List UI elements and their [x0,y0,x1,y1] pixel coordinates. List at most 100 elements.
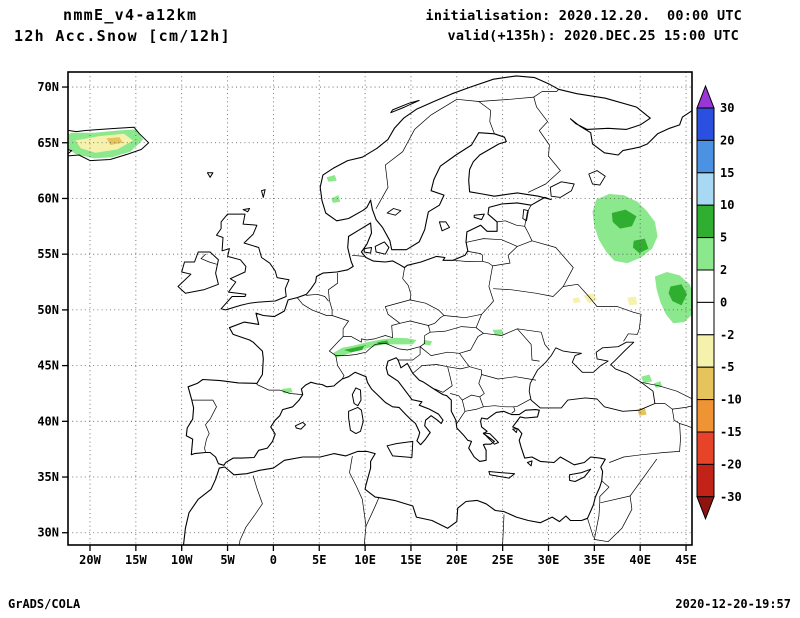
axes: 20W 15W 10W 5W 0 5E 10E 15E 20E 25E 30E 35E 40E 45E 30… [37,80,697,567]
snow-patch-carpathians [492,329,504,336]
country-border [384,299,445,326]
country-border [467,251,483,262]
country-border [478,101,495,135]
x-axis-label: 45E [675,553,697,567]
snow-patch-norway-2 [331,195,341,203]
country-border [562,283,642,342]
x-axis-label: 30E [538,553,560,567]
y-axis-label: 40N [37,414,59,428]
island-outline [488,471,516,479]
country-border [328,272,338,316]
colorbar-segment [696,204,715,239]
model-title: nmmE_v4-a12km [63,6,198,24]
country-border [375,98,480,209]
country-border [609,451,680,463]
country-border [429,313,482,333]
country-border [496,220,526,227]
x-axis-label: 20E [446,553,468,567]
country-border [397,346,421,361]
country-border [483,398,531,408]
country-border [349,456,367,527]
x-axis-label: 25E [492,553,514,567]
colorbar-segment [696,107,715,141]
snow-patch-russia-se-core [668,284,687,306]
y-axis-label: 35N [37,470,59,484]
country-border [239,475,263,545]
country-border [363,497,380,545]
colorbar-label: 5 [720,231,727,245]
coastline [182,75,692,545]
island-outline [294,421,306,430]
colorbar-label: -15 [720,425,742,439]
snow-patch-russia-yellow [627,296,638,306]
snow-patch-russia-core-1 [611,209,637,229]
country-border [335,342,421,356]
y-axis-label: 55N [37,247,59,261]
x-axis-label: 40E [629,553,651,567]
country-border [679,423,692,429]
country-border [342,322,401,343]
country-border [516,328,533,361]
colorbar-segment [696,366,715,401]
snow-patch-caucasus-1 [641,374,653,384]
island-outline [390,99,420,114]
lake-outline [588,170,606,186]
island-outline [68,126,150,162]
island-outline [569,468,592,482]
snow-shading [68,129,692,416]
island-outline [374,241,390,255]
x-axis-label: 10W [171,553,193,567]
island-outline [348,406,364,435]
country-border [587,517,594,538]
y-axis-label: 65N [37,136,59,150]
snow-patch-norway-1 [326,175,337,182]
colorbar-label: -10 [720,393,742,407]
island-outline [386,440,414,458]
colorbar-segment [696,237,715,271]
snow-patch-caucasus-2 [653,381,663,388]
valid-time-label: valid(+135h): 2020.DEC.25 15:00 UTC [447,28,739,44]
country-border [531,240,574,287]
colorbar-label: 20 [720,133,734,147]
colorbar-label: 10 [720,198,734,212]
country-border [402,267,412,301]
country-border [654,403,681,452]
lake-outline [386,208,402,216]
lake-outline [549,181,575,198]
country-border [466,238,518,247]
x-axis-label: 20W [79,553,101,567]
country-border [256,384,304,395]
country-border [452,259,483,262]
country-border [593,495,633,543]
country-border [464,406,484,412]
country-border [351,254,365,257]
country-border [191,399,217,453]
x-axis-label: 35E [583,553,605,567]
country-border [671,405,692,410]
basemap-lines [68,75,692,545]
island-outline [351,387,362,407]
country-border [306,293,329,302]
country-border [629,458,658,497]
country-border [511,406,516,414]
snow-patch-russia-main [592,194,658,264]
creation-timestamp: 2020-12-20-19:57 [675,597,791,611]
island-outline [526,460,533,467]
island-outline [206,172,214,178]
x-axis-label: 15E [400,553,422,567]
x-axis-label: 15W [125,553,147,567]
colorbar-segment [696,463,715,498]
country-border [419,325,431,348]
country-border [640,381,692,400]
grads-credit: GrADS/COLA [8,597,81,611]
country-border [531,359,540,362]
country-border [524,225,533,242]
colorbar-label: -30 [720,490,742,504]
y-axis-label: 45N [37,359,59,373]
snow-patch-ukraine-yellow-2 [572,297,581,304]
colorbar-label: -2 [720,328,734,342]
country-border [516,240,533,247]
y-axis-label: 60N [37,191,59,205]
